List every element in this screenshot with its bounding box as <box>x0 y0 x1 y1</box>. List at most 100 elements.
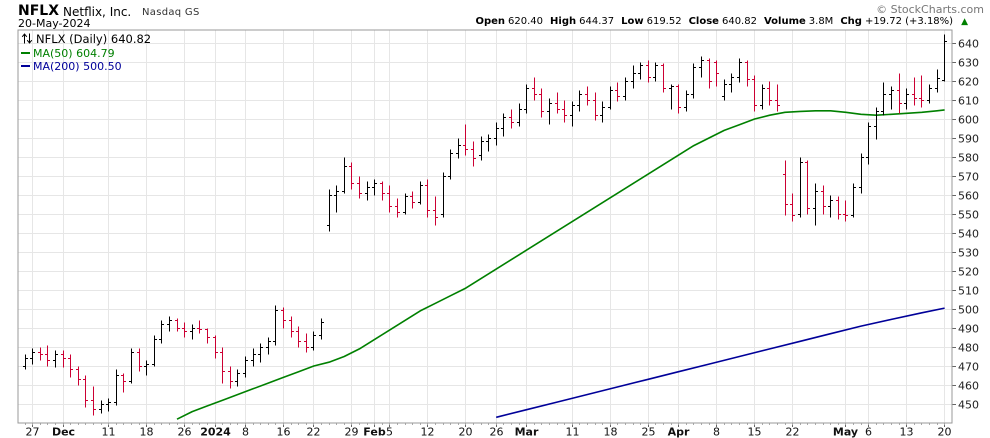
x-axis-label: 6 <box>865 426 872 438</box>
ohlc-bar <box>827 195 834 218</box>
ohlc-bar <box>713 60 720 87</box>
ma50-swatch-icon <box>21 51 30 54</box>
ohlc-bar <box>98 400 105 414</box>
y-axis-label: 580 <box>958 152 979 165</box>
ohlc-bar <box>181 322 188 338</box>
ohlc-bar <box>212 335 219 359</box>
ohlc-bar <box>683 90 690 112</box>
x-axis-label: May <box>833 426 858 438</box>
ohlc-bar <box>44 345 51 367</box>
ma200-swatch-icon <box>21 65 30 67</box>
ohlc-bar <box>326 189 333 232</box>
x-axis-label: 27 <box>26 426 40 438</box>
x-axis-label: Feb <box>363 426 386 438</box>
ohlc-bar <box>82 375 89 408</box>
x-axis-label: 8 <box>713 426 720 438</box>
minor-bar-ticks <box>25 423 945 425</box>
ohlc-bar <box>310 331 317 351</box>
ohlc-bar <box>90 386 97 416</box>
y-axis-label: 610 <box>958 95 979 108</box>
quote-value: 620.40 <box>508 16 544 27</box>
ma200-line <box>496 307 945 419</box>
x-axis-label: 11 <box>102 426 116 438</box>
y-axis-label: 560 <box>958 190 979 203</box>
up-down-arrows-icon <box>21 33 33 44</box>
ohlc-bar <box>584 86 591 106</box>
ohlc-bar <box>508 109 515 129</box>
ohlc-bar <box>812 183 819 226</box>
ohlc-bar <box>736 58 743 83</box>
quote-value: 644.37 <box>579 16 615 27</box>
ticker-symbol: NFLX <box>18 3 59 19</box>
ohlc-bar <box>265 337 272 355</box>
ohlc-bar <box>417 181 424 205</box>
ohlc-bar <box>462 124 469 156</box>
ohlc-bar <box>364 181 371 201</box>
ohlc-bar <box>759 84 766 110</box>
ohlc-bar <box>105 398 112 412</box>
x-axis-label: 16 <box>277 426 291 438</box>
x-axis-label: 8 <box>242 426 249 438</box>
x-axis-label: 12 <box>421 426 435 438</box>
legend-ma50-row: MA(50) 604.79 <box>21 47 151 61</box>
ohlc-bar <box>766 81 773 106</box>
chart-legend: NFLX (Daily) 640.82 MA(50) 604.79 MA(200… <box>21 32 151 74</box>
ohlc-bar <box>850 183 857 218</box>
y-axis-label: 620 <box>958 76 979 89</box>
y-axis-label: 640 <box>958 38 979 51</box>
ohlc-bar <box>523 84 530 114</box>
ohlc-bar <box>196 320 203 334</box>
ohlc-bar <box>630 65 637 89</box>
ohlc-bar <box>820 185 827 215</box>
y-axis-label: 570 <box>958 171 979 184</box>
ohlc-bar <box>470 141 477 167</box>
ohlc-bar <box>478 136 485 161</box>
x-axis-label: 29 <box>345 426 359 438</box>
ohlc-bar <box>295 326 302 348</box>
ohlc-bar <box>37 347 44 361</box>
quote-strip: Open 620.40 High 644.37 Low 619.52 Close 640.82… <box>475 16 968 27</box>
ohlc-bar <box>842 200 849 222</box>
legend-main-row: NFLX (Daily) 640.82 <box>21 32 151 47</box>
ohlc-bar <box>607 86 614 110</box>
ohlc-bar <box>257 343 264 363</box>
ohlc-bar <box>280 307 287 329</box>
ohlc-bar <box>341 157 348 194</box>
ohlc-bar <box>333 185 340 213</box>
ohlc-bar <box>637 62 644 80</box>
ohlc-bar <box>234 369 241 387</box>
ohlc-bar <box>432 196 439 226</box>
ohlc-bar <box>128 348 135 384</box>
ohlc-bar <box>250 348 257 367</box>
ohlc-bar <box>75 366 82 386</box>
ohlc-bar <box>614 82 621 102</box>
ohlc-bar <box>728 73 735 93</box>
y-axis-label: 470 <box>958 361 979 374</box>
quote-label: Volume <box>763 16 806 27</box>
ohlc-bar <box>652 62 659 82</box>
ohlc-bar <box>189 324 196 340</box>
series-layer <box>22 34 948 420</box>
ohlc-bar <box>599 101 606 123</box>
ohlc-bar <box>29 348 36 365</box>
x-axis-label: 22 <box>786 426 800 438</box>
ohlc-bar <box>379 181 386 201</box>
ohlc-bar <box>880 82 887 116</box>
ohlc-bar <box>561 100 568 123</box>
ohlc-bar <box>903 88 910 110</box>
company-name: Netflix, Inc. <box>63 5 132 19</box>
y-axis-label: 600 <box>958 114 979 127</box>
x-axis-label: 11 <box>566 426 580 438</box>
ohlc-bar <box>622 77 629 101</box>
ohlc-bar <box>865 122 872 165</box>
quote-value: 3.8M <box>808 16 834 27</box>
ohlc-bar <box>22 354 29 370</box>
ohlc-bar <box>447 149 454 180</box>
ohlc-bar <box>645 60 652 83</box>
quote-value: +19.72 (+3.18%) <box>864 16 954 27</box>
y-axis-label: 510 <box>958 285 979 298</box>
quote-label: Open <box>475 16 506 27</box>
ohlc-bar <box>113 369 120 406</box>
y-axis-label: 530 <box>958 247 979 260</box>
